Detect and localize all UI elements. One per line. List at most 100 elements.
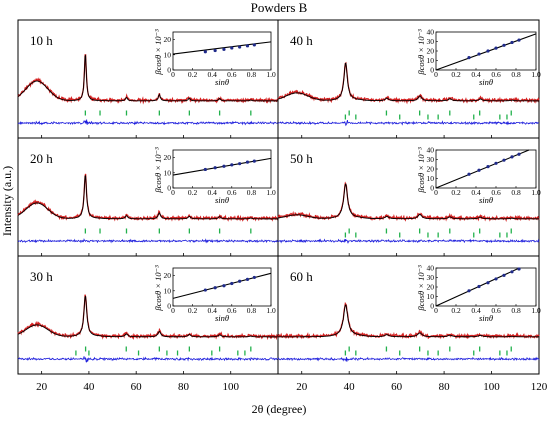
inset-x-tick-label: 0.4: [208, 70, 218, 79]
inset-x-tick-label: 0.8: [511, 70, 521, 79]
inset-x-label: sinθ: [479, 77, 493, 87]
observed-pattern: [17, 173, 279, 222]
inset-point: [238, 45, 242, 49]
inset-x-tick-label: 0.8: [247, 188, 257, 197]
inset-y-tick-label: 10: [427, 292, 435, 301]
inset-x-tick-label: 1.0: [266, 306, 276, 315]
inset-x-tick-label: 0.6: [227, 188, 237, 197]
inset-point: [467, 172, 471, 176]
inset-point: [203, 50, 207, 54]
inset-y-tick-label: 20: [427, 283, 435, 292]
inset-y-tick-label: 10: [164, 50, 172, 59]
panel-30h: 30 h 0 0.2 0.4 0.6 0.8 1.0 0 10 20 sinθ βcosθ × 10⁻…: [17, 255, 279, 375]
x-axis-ticks: 20 40 60 80 100 20 40 60 80 100 120: [36, 381, 548, 393]
inset-point: [203, 288, 207, 292]
inset-x-tick-label: 0.8: [511, 188, 521, 197]
x-tick-label: 60: [391, 381, 403, 393]
inset-x-tick-label: 0.2: [188, 188, 198, 197]
inset-x-label: sinθ: [215, 313, 229, 323]
inset-point: [230, 281, 234, 286]
inset-x-tick-label: 0.4: [471, 306, 481, 315]
panel-label: 50 h: [290, 151, 313, 166]
inset-x-tick-label: 0.2: [451, 70, 461, 79]
inset-y-tick-label: 10: [164, 168, 172, 177]
inset-x-tick-label: 0.4: [208, 306, 218, 315]
inset-x-tick-label: 1.0: [266, 70, 276, 79]
inset-point: [477, 52, 481, 56]
inset-point: [222, 47, 226, 51]
inset-x-tick-label: 0.2: [451, 306, 461, 315]
panel-20h: 20 h 0 0.2 0.4 0.6 0.8 1.0 0 10 20 sinθ βcosθ × 10⁻…: [17, 137, 279, 257]
panel-label: 60 h: [290, 269, 313, 284]
inset-x-tick-label: 0: [171, 306, 175, 315]
observed-pattern: [277, 301, 540, 340]
x-tick-label: 40: [344, 381, 356, 393]
inset-y-tick-label: 40: [427, 146, 435, 155]
inset-point: [486, 49, 490, 53]
x-tick-label: 60: [131, 381, 143, 393]
inset-x-tick-label: 1.0: [531, 70, 541, 79]
inset-x-tick-label: 0.6: [491, 306, 501, 315]
inset-point: [486, 281, 490, 285]
inset-point: [252, 159, 256, 163]
inset-point: [245, 44, 250, 48]
inset-x-tick-label: 1.0: [266, 188, 276, 197]
inset-y-tick-label: 10: [164, 286, 172, 295]
inset-point: [510, 155, 514, 159]
inset-y-tick-label: 20: [164, 271, 172, 280]
inset-point: [213, 166, 217, 170]
inset-point: [238, 162, 242, 166]
inset-point: [477, 168, 481, 172]
inset-williamson-hall: 0 0.2 0.4 0.6 0.8 1.0 0 10 20 sinθ βcosθ × 10⁻³: [153, 29, 276, 87]
inset-x-tick-label: 0.2: [188, 70, 198, 79]
inset-y-tick-label: 30: [427, 273, 435, 282]
inset-x-tick-label: 0.4: [471, 188, 481, 197]
difference-curve: [277, 356, 540, 362]
x-axis-label-group: 2θ (degree): [252, 402, 307, 416]
inset-point: [230, 163, 234, 167]
inset-x-tick-label: 0: [434, 188, 438, 197]
inset-point: [486, 165, 490, 169]
inset-x-label: sinθ: [479, 195, 493, 205]
difference-curve: [17, 119, 279, 126]
panel-label: 30 h: [30, 269, 53, 284]
inset-point: [245, 277, 250, 281]
inset-y-label: βcosθ × 10⁻³: [153, 265, 163, 312]
inset-y-label: βcosθ × 10⁻³: [153, 147, 163, 194]
inset-x-tick-label: 0.8: [511, 306, 521, 315]
calculated-pattern: [277, 62, 539, 102]
inset-x-tick-label: 0.2: [451, 188, 461, 197]
inset-point: [222, 284, 226, 288]
x-tick-label: 80: [439, 381, 451, 393]
inset-y-label: βcosθ × 10⁻³: [416, 29, 426, 76]
inset-point: [213, 48, 217, 53]
difference-curve: [277, 238, 540, 244]
inset-y-label: βcosθ × 10⁻³: [416, 265, 426, 312]
inset-frame: [435, 267, 537, 307]
x-tick-label: 100: [222, 381, 239, 393]
x-tick-label: 80: [178, 381, 190, 393]
inset-y-tick-label: 40: [427, 28, 435, 37]
inset-point: [252, 275, 256, 280]
inset-point: [203, 167, 207, 172]
inset-x-tick-label: 0: [434, 306, 438, 315]
calculated-pattern: [17, 295, 278, 338]
inset-point: [477, 284, 481, 289]
inset-x-tick-label: 0: [434, 70, 438, 79]
inset-x-tick-label: 0.8: [247, 70, 257, 79]
inset-x-tick-label: 1.0: [531, 306, 541, 315]
inset-williamson-hall: 0 0.2 0.4 0.6 0.8 1.0 0 10 20 sinθ βcosθ × 10⁻³: [153, 147, 276, 205]
inset-point: [517, 38, 521, 42]
inset-frame: [172, 149, 272, 189]
inset-point: [252, 43, 256, 47]
inset-frame: [172, 31, 272, 71]
x-axis-label: 2θ (degree): [252, 402, 307, 416]
inset-y-tick-label: 30: [427, 37, 435, 46]
inset-x-label: sinθ: [479, 313, 493, 323]
inset-point: [467, 56, 471, 60]
